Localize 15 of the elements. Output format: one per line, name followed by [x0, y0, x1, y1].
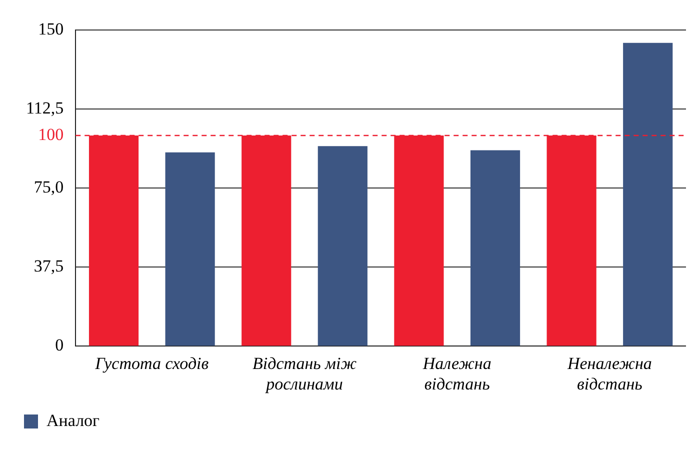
x-tick-label: Неналежна відстань [566, 354, 652, 394]
bar [623, 42, 673, 346]
ref-line-label: 100 [38, 125, 64, 144]
x-tick-label: Відстань між рослинами [252, 354, 357, 394]
bar [318, 146, 368, 346]
x-tick-label: Густота сходів [94, 354, 210, 373]
legend-label: Аналог [46, 410, 100, 430]
x-tick-label: Належна відстань [422, 354, 492, 394]
y-tick-label: 75,0 [34, 178, 64, 197]
y-tick-label: 0 [55, 336, 64, 355]
bar [470, 150, 520, 346]
y-tick-label: 37,5 [34, 256, 64, 276]
y-tick-label: 112,5 [26, 98, 64, 118]
y-tick-label: 150 [38, 20, 64, 39]
bar [165, 152, 215, 346]
